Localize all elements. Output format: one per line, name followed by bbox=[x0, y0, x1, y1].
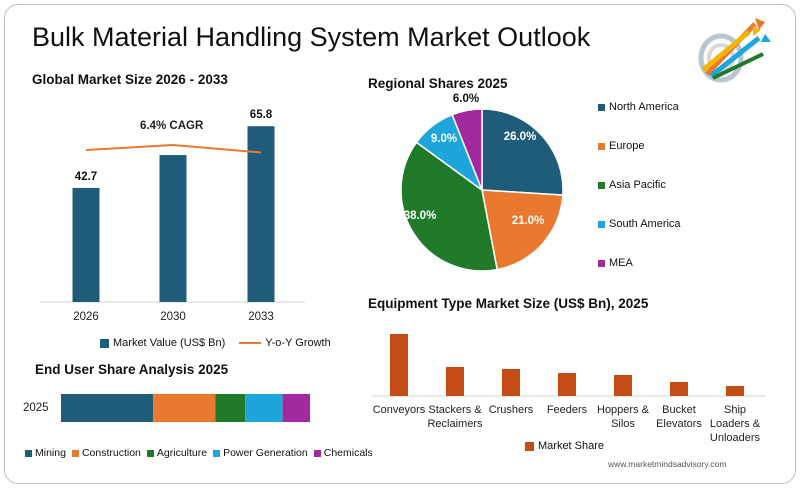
end-user-segment bbox=[282, 394, 310, 422]
equipment-bar bbox=[446, 367, 464, 396]
end-user-legend-swatch bbox=[213, 449, 221, 457]
pie-legend-label: South America bbox=[609, 218, 681, 230]
market-value-swatch bbox=[100, 338, 109, 348]
equipment-tick-label: Bucket bbox=[662, 404, 696, 416]
yoy-growth-legend-label: Y-o-Y Growth bbox=[265, 337, 331, 349]
pie-legend-item: MEA bbox=[598, 257, 633, 269]
pie-legend-label: MEA bbox=[609, 257, 633, 269]
pie-slice bbox=[400, 141, 499, 272]
end-user-legend-swatch bbox=[25, 449, 32, 457]
equipment-tick-label: Conveyors bbox=[372, 404, 426, 416]
equipment-tick-label: Unloaders bbox=[709, 432, 761, 444]
pie-data-label: 21.0% bbox=[512, 215, 545, 227]
equipment-tick-label: Loaders & bbox=[709, 418, 761, 430]
pie-data-label: 6.0% bbox=[453, 93, 479, 105]
market-size-bar bbox=[72, 187, 100, 302]
yoy-growth-line bbox=[85, 143, 262, 154]
equipment-tick-label: Reclaimers bbox=[427, 418, 483, 430]
equipment-tick-label: Silos bbox=[611, 418, 635, 430]
end-user-legend-label: Construction bbox=[81, 447, 141, 459]
market-size-bar bbox=[247, 126, 275, 302]
pie-legend-item: Europe bbox=[598, 140, 644, 152]
end-user-legend-swatch bbox=[313, 449, 321, 457]
market-size-tick-label: 2033 bbox=[248, 311, 274, 323]
end-user-segment bbox=[245, 394, 283, 422]
end-user-title: End User Share Analysis 2025 bbox=[35, 362, 229, 377]
market-value-legend-label: Market Value (US$ Bn) bbox=[113, 337, 226, 349]
market-size-data-label: 42.7 bbox=[75, 171, 97, 183]
equipment-bar bbox=[614, 375, 632, 396]
equipment-tick-label: Ship bbox=[723, 404, 747, 416]
market-size-legend: Market Value (US$ Bn) Y-o-Y Growth bbox=[100, 337, 331, 349]
market-size-data-label: 65.8 bbox=[250, 109, 273, 121]
pie-legend-swatch bbox=[598, 181, 605, 189]
equipment-bar bbox=[670, 382, 688, 396]
footer-url: www.marketmindsadvisory.com bbox=[608, 459, 727, 469]
pie-legend-label: North America bbox=[609, 101, 679, 113]
equipment-type-title: Equipment Type Market Size (US$ Bn), 202… bbox=[368, 296, 649, 311]
pie-slice bbox=[481, 108, 564, 196]
pie-legend-item: Asia Pacific bbox=[598, 179, 666, 191]
equipment-bar bbox=[502, 369, 520, 396]
end-user-legend-label: Mining bbox=[35, 447, 66, 459]
equipment-legend: Market Share bbox=[525, 440, 604, 452]
pie-legend-item: North America bbox=[598, 101, 679, 113]
end-user-segment bbox=[61, 394, 154, 422]
brand-logo-icon bbox=[698, 18, 771, 83]
equipment-tick-label: Hoppers & bbox=[597, 404, 649, 416]
pie-legend-label: Asia Pacific bbox=[609, 179, 666, 191]
pie-legend-swatch bbox=[598, 142, 605, 150]
end-user-legend-label: Chemicals bbox=[323, 447, 373, 459]
equipment-tick-label: Feeders bbox=[546, 404, 588, 416]
market-size-title: Global Market Size 2026 - 2033 bbox=[32, 72, 228, 87]
yoy-growth-swatch bbox=[239, 342, 262, 344]
pie-slice bbox=[481, 189, 564, 271]
equipment-tick-label: Crushers bbox=[488, 404, 534, 416]
pie-legend-swatch bbox=[598, 103, 605, 111]
equipment-tick-label: Stackers & bbox=[428, 404, 482, 416]
end-user-legend: Mining Construction Agriculture Power Gener… bbox=[25, 447, 379, 459]
market-share-swatch bbox=[525, 441, 534, 451]
equipment-bar bbox=[726, 386, 744, 396]
pie-legend-swatch bbox=[598, 220, 605, 228]
pie-legend-item: South America bbox=[598, 218, 681, 230]
pie-slice bbox=[451, 108, 483, 191]
market-size-tick-label: 2026 bbox=[73, 311, 99, 323]
pie-data-label: 9.0% bbox=[431, 133, 457, 145]
end-user-legend-label: Power Generation bbox=[223, 447, 308, 459]
equipment-bar bbox=[558, 373, 576, 396]
pie-legend-swatch bbox=[598, 259, 605, 267]
end-user-legend-swatch bbox=[71, 449, 79, 457]
regional-shares-title: Regional Shares 2025 bbox=[368, 76, 508, 91]
end-user-segment bbox=[153, 394, 216, 422]
pie-data-label: 26.0% bbox=[504, 131, 537, 143]
market-size-bar bbox=[159, 155, 187, 302]
equipment-bar bbox=[390, 334, 408, 396]
market-size-tick-label: 2030 bbox=[160, 311, 186, 323]
end-user-legend-label: Agriculture bbox=[156, 447, 208, 459]
cagr-annotation: 6.4% CAGR bbox=[140, 120, 204, 132]
page-title: Bulk Material Handling System Market Out… bbox=[32, 22, 591, 52]
pie-data-label: 38.0% bbox=[404, 210, 437, 222]
equipment-tick-label: Elevators bbox=[656, 418, 702, 430]
end-user-legend-swatch bbox=[146, 449, 154, 457]
pie-legend-label: Europe bbox=[609, 140, 645, 152]
end-user-segment bbox=[215, 394, 246, 422]
market-share-legend-label: Market Share bbox=[538, 440, 605, 452]
end-user-category-label: 2025 bbox=[23, 402, 49, 414]
